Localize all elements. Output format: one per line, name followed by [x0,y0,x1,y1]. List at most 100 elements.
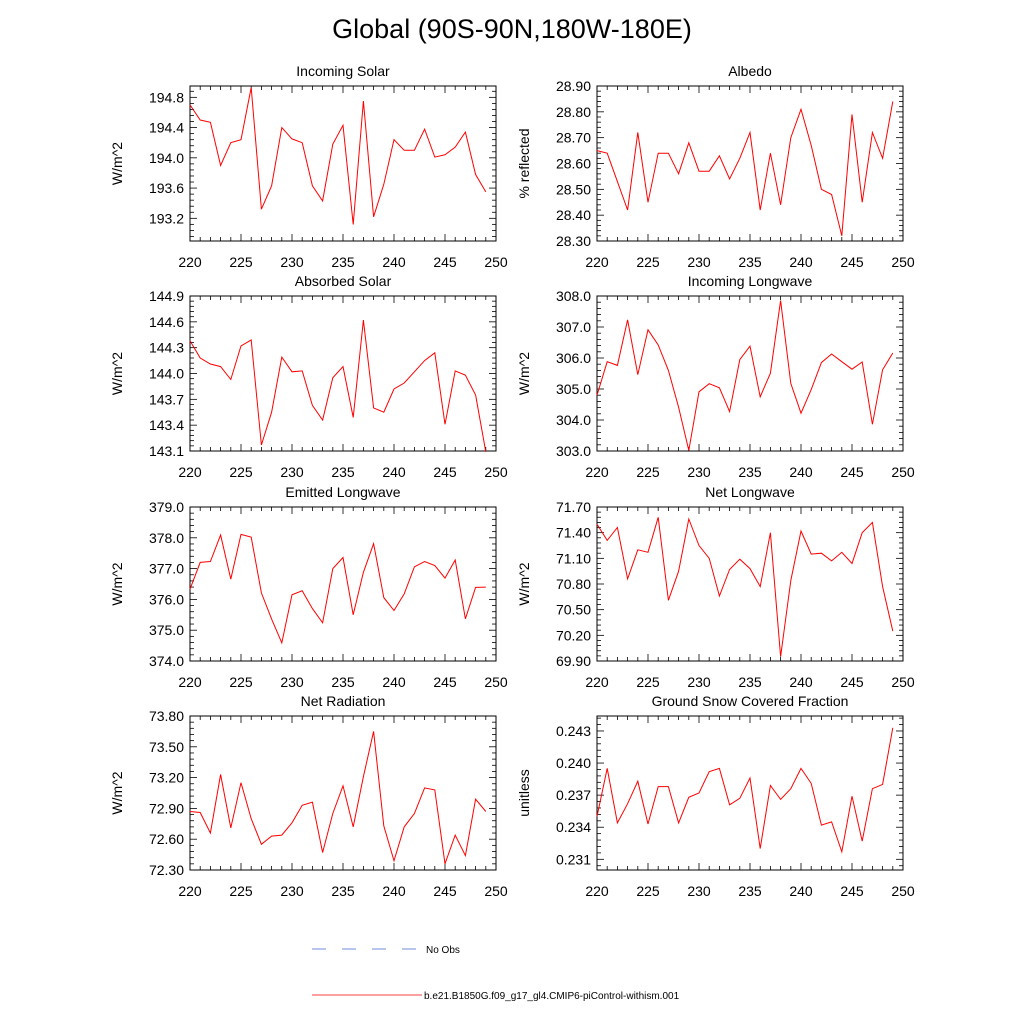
chart-4-ytick-label: 307.0 [556,319,591,335]
chart-4-xtick-label: 225 [636,464,660,480]
chart-7-title: Net Radiation [301,693,386,709]
chart-2-xtick-label: 250 [891,254,915,270]
chart-2-ylabel: % reflected [516,128,532,198]
chart-7-ylabel: W/m^2 [109,771,125,814]
legend-obs-label: No Obs [426,945,460,956]
chart-4-xtick-label: 240 [789,464,813,480]
chart-1-ytick-label: 193.2 [149,210,184,226]
chart-5-xtick-label: 230 [280,674,304,690]
chart-3: Absorbed Solar W/m^2 220 225 230 235 240 245 250… [109,273,508,480]
chart-5-ytick-label: 378.0 [149,530,184,546]
chart-8-xtick-label: 235 [738,883,762,899]
chart-1: Incoming Solar W/m^2 220 225 230 235 240 245 250… [109,63,508,270]
chart-5-ytick-label: 374.0 [149,653,184,669]
chart-1-xtick-label: 245 [433,254,457,270]
chart-6-frame [596,506,904,662]
chart-1-xtick-label: 250 [484,254,508,270]
chart-8-ytick-label: 0.240 [556,755,591,771]
chart-2-series-line [596,101,894,236]
chart-8: Ground Snow Covered Fraction unitless 220 2… [516,693,915,899]
chart-7-xtick-label: 245 [433,883,457,899]
chart-6-title: Net Longwave [705,484,795,500]
chart-7-xtick-label: 240 [382,883,406,899]
chart-4-ytick-label: 308.0 [556,288,591,304]
chart-5-xtick-label: 245 [433,674,457,690]
chart-5-xtick-label: 250 [484,674,508,690]
chart-3-title: Absorbed Solar [295,273,392,289]
legend-model-label: b.e21.B1850G.f09_g17_gl4.CMIP6-piControl… [424,991,680,1002]
chart-6-xtick-label: 240 [789,674,813,690]
chart-7-xtick-label: 230 [280,883,304,899]
chart-1-frame [189,85,497,242]
chart-2-ytick-label: 28.70 [556,130,591,146]
chart-5-xtick-label: 235 [331,674,355,690]
chart-8-series-line [596,727,894,854]
chart-3-xtick-label: 245 [433,464,457,480]
chart-7-ytick-label: 73.50 [149,739,184,755]
chart-3-ytick-label: 144.3 [149,340,184,356]
chart-8-ytick-label: 0.231 [556,851,591,867]
chart-5-ytick-label: 379.0 [149,499,184,515]
chart-8-xtick-label: 240 [789,883,813,899]
panels: Incoming Solar W/m^2 220 225 230 235 240 245 250… [109,63,915,899]
chart-7-series-line [189,731,487,864]
chart-4-ytick-label: 305.0 [556,381,591,397]
chart-6-xtick-label: 230 [687,674,711,690]
chart-6-ylabel: W/m^2 [516,562,532,605]
chart-8-ytick-label: 0.237 [556,787,591,803]
chart-4-frame [596,295,904,452]
chart-3-ytick-label: 143.7 [149,391,184,407]
chart-7-xtick-label: 220 [178,883,202,899]
chart-4-xtick-label: 220 [585,464,609,480]
chart-4-ylabel: W/m^2 [516,352,532,395]
chart-6-xtick-label: 220 [585,674,609,690]
chart-3-ytick-label: 143.4 [149,417,184,433]
chart-1-xtick-label: 220 [178,254,202,270]
chart-3-ytick-label: 144.9 [149,288,184,304]
chart-5-xtick-label: 240 [382,674,406,690]
chart-7-ytick-label: 72.90 [149,800,184,816]
chart-4-xtick-label: 230 [687,464,711,480]
chart-3-ytick-label: 144.6 [149,314,184,330]
chart-8-xtick-label: 230 [687,883,711,899]
chart-3-ytick-label: 143.1 [149,443,184,459]
chart-3-xtick-label: 220 [178,464,202,480]
chart-4-ytick-label: 306.0 [556,350,591,366]
chart-5: Emitted Longwave W/m^2 220 225 230 235 240 245 2… [109,484,508,690]
chart-2-ytick-label: 28.50 [556,181,591,197]
chart-6: Net Longwave W/m^2 220 225 230 235 240 245 250 69… [516,484,915,690]
chart-2-xtick-label: 225 [636,254,660,270]
chart-4-xtick-label: 250 [891,464,915,480]
chart-5-series-line [189,533,486,645]
chart-1-ytick-label: 194.8 [149,89,184,105]
chart-1-title: Incoming Solar [296,63,390,79]
chart-2-ytick-label: 28.30 [556,233,591,249]
chart-6-xtick-label: 235 [738,674,762,690]
chart-2-ytick-label: 28.80 [556,104,591,120]
chart-7-frame [189,715,497,871]
chart-3-ytick-label: 144.0 [149,366,184,382]
chart-8-title: Ground Snow Covered Fraction [652,693,849,709]
chart-4-xtick-label: 245 [840,464,864,480]
chart-7-ytick-label: 73.80 [149,708,184,724]
chart-1-ytick-label: 194.0 [149,150,184,166]
chart-1-xtick-label: 240 [382,254,406,270]
chart-5-ylabel: W/m^2 [109,562,125,605]
chart-8-xtick-label: 245 [840,883,864,899]
chart-3-xtick-label: 230 [280,464,304,480]
chart-3-xtick-label: 250 [484,464,508,480]
chart-3-ylabel: W/m^2 [109,352,125,395]
chart-4-ytick-label: 303.0 [556,443,591,459]
legend: No Obs b.e21.B1850G.f09_g17_gl4.CMIP6-pi… [312,945,680,1002]
chart-1-xtick-label: 225 [229,254,253,270]
chart-1-xtick-label: 230 [280,254,304,270]
chart-7-xtick-label: 225 [229,883,253,899]
chart-3-series-line [189,320,487,452]
chart-3-xtick-label: 240 [382,464,406,480]
chart-7: Net Radiation W/m^2 220 225 230 235 240 245 250 7… [109,693,508,899]
chart-7-ytick-label: 72.60 [149,831,184,847]
chart-8-frame [596,715,904,871]
chart-7-xtick-label: 250 [484,883,508,899]
chart-8-xtick-label: 220 [585,883,609,899]
chart-4-title: Incoming Longwave [688,273,813,289]
